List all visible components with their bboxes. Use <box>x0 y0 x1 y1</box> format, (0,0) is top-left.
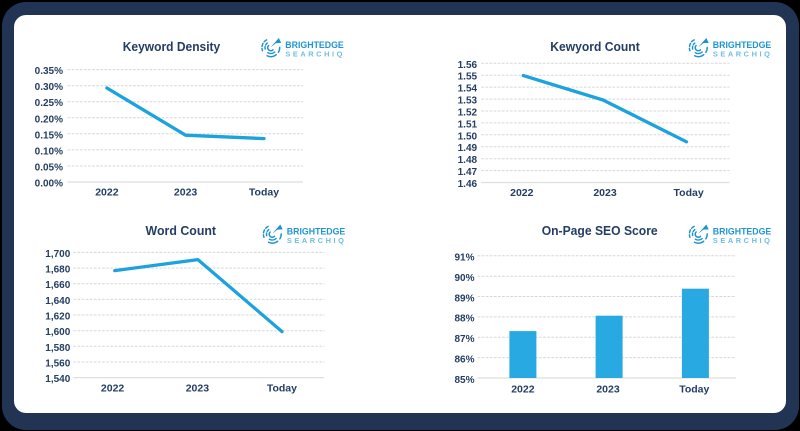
svg-text:1.55: 1.55 <box>458 72 478 83</box>
svg-text:1.51: 1.51 <box>458 119 478 130</box>
svg-text:0.20%: 0.20% <box>35 114 63 125</box>
svg-text:0.35%: 0.35% <box>35 66 63 77</box>
svg-text:2023: 2023 <box>593 187 617 199</box>
svg-text:1,600: 1,600 <box>45 327 70 338</box>
svg-text:88%: 88% <box>454 314 474 325</box>
svg-text:Keyword Density: Keyword Density <box>123 39 221 54</box>
svg-text:Today: Today <box>674 187 704 199</box>
svg-text:87%: 87% <box>454 334 474 345</box>
svg-text:0.25%: 0.25% <box>35 98 63 109</box>
svg-text:1.53: 1.53 <box>458 96 478 107</box>
svg-text:1,620: 1,620 <box>45 312 70 323</box>
svg-text:90%: 90% <box>454 273 474 284</box>
svg-text:1,700: 1,700 <box>45 249 70 260</box>
svg-text:2022: 2022 <box>510 187 534 199</box>
svg-text:1.46: 1.46 <box>458 179 478 190</box>
svg-text:1,580: 1,580 <box>45 343 70 354</box>
svg-text:1,660: 1,660 <box>45 280 70 291</box>
svg-text:85%: 85% <box>454 375 474 386</box>
svg-text:2023: 2023 <box>174 186 198 198</box>
svg-text:1,560: 1,560 <box>45 359 70 370</box>
svg-text:2022: 2022 <box>95 186 119 198</box>
svg-text:91%: 91% <box>454 253 474 264</box>
svg-text:1.49: 1.49 <box>458 143 478 154</box>
svg-text:0.15%: 0.15% <box>35 130 63 141</box>
svg-text:1,640: 1,640 <box>45 296 70 307</box>
svg-text:1,680: 1,680 <box>45 265 70 276</box>
svg-text:Today: Today <box>267 382 297 394</box>
svg-text:0.10%: 0.10% <box>35 146 63 157</box>
svg-text:0.30%: 0.30% <box>35 82 63 93</box>
svg-text:2023: 2023 <box>186 382 210 394</box>
svg-text:1.54: 1.54 <box>458 84 478 95</box>
svg-text:Today: Today <box>249 186 279 198</box>
svg-text:1.56: 1.56 <box>458 60 478 71</box>
svg-text:1.47: 1.47 <box>458 167 478 178</box>
svg-text:Today: Today <box>679 383 709 395</box>
svg-text:1.52: 1.52 <box>458 108 478 119</box>
svg-text:2022: 2022 <box>511 383 535 395</box>
svg-text:On-Page SEO Score: On-Page SEO Score <box>542 223 658 238</box>
svg-text:Kewyord Count: Kewyord Count <box>550 39 640 54</box>
svg-text:0.05%: 0.05% <box>35 163 63 174</box>
svg-text:89%: 89% <box>454 293 474 304</box>
svg-text:Word Count: Word Count <box>146 223 217 238</box>
svg-text:86%: 86% <box>454 354 474 365</box>
svg-text:2022: 2022 <box>101 382 125 394</box>
svg-text:0.00%: 0.00% <box>35 179 63 190</box>
svg-text:2023: 2023 <box>596 383 620 395</box>
svg-text:1,540: 1,540 <box>45 374 70 385</box>
svg-text:1.50: 1.50 <box>458 131 478 142</box>
svg-text:1.48: 1.48 <box>458 155 478 166</box>
